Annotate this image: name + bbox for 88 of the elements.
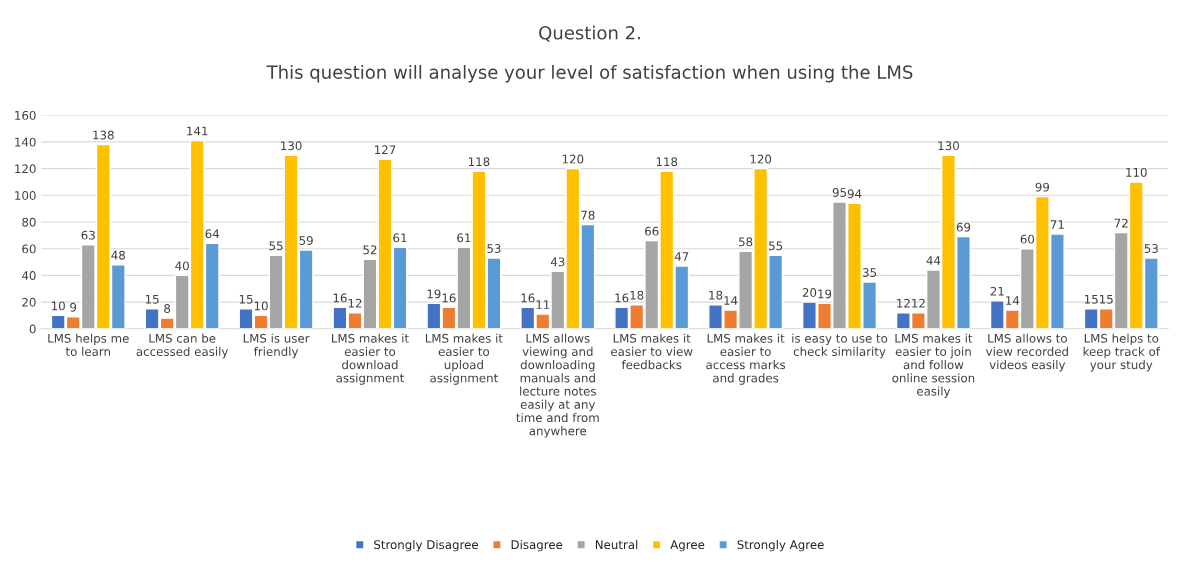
data-label: 55 [769,241,783,251]
data-label: 66 [645,226,659,236]
data-label: 118 [468,157,490,167]
data-label: 16 [615,293,629,303]
data-label: 15 [239,294,253,304]
data-label: 8 [164,304,171,314]
data-label: 78 [581,210,595,220]
data-label: 63 [81,230,95,240]
data-label: 141 [187,126,208,136]
data-label: 138 [93,130,114,140]
y-tick-label: 40 [21,271,36,281]
data-label: 18 [709,290,723,300]
data-label: 53 [487,244,501,253]
y-tick-label: 160 [15,110,36,120]
data-label: 43 [550,257,565,267]
data-label: 53 [1144,244,1158,253]
x-tick-label: LMS makes it easier to access marks and grades [706,333,786,385]
y-tick-label: 140 [15,137,36,147]
data-label: 130 [281,141,302,151]
data-label: 110 [1126,167,1147,177]
x-tick-label: LMS makes it easier to upload assignment [425,333,503,385]
y-tick-label: 80 [22,217,36,227]
data-label: 130 [938,141,959,151]
x-tick-label: LMS allows to view recorded videos easily [985,333,1068,372]
data-label: 64 [205,229,220,239]
data-label: 58 [739,237,753,247]
legend-label: Strongly Agree [737,539,824,552]
data-label: 19 [818,289,832,299]
data-label: 120 [750,154,772,164]
y-tick-label: 0 [29,324,36,334]
data-label: 59 [299,236,313,245]
data-label: 48 [111,250,126,260]
data-label: 12 [897,298,910,308]
y-tick-label: 100 [15,191,36,200]
data-label: 55 [269,241,283,251]
data-label: 95 [832,187,846,197]
data-label: 99 [1035,182,1050,192]
data-label: 16 [333,293,347,303]
data-label: 14 [724,296,738,305]
data-label: 94 [847,189,862,199]
x-tick-label: LMS allows viewing and downloading manuals and lecture notes easily at any time and from anywhere [516,333,599,438]
chart-subtitle: This question will analyse your level of satisfaction when using the LMS [266,64,913,83]
data-label: 20 [802,288,817,298]
data-label: 127 [375,145,396,155]
x-tick-label: LMS makes it easier to join and follow online session easily [892,333,975,398]
chart-title: Question 2. [539,25,640,42]
data-label: 71 [1050,220,1064,229]
legend-label: Disagree [511,539,563,552]
y-tick-label: 20 [22,297,36,307]
data-label: 44 [926,256,941,265]
data-label: 61 [393,233,407,243]
data-label: 15 [1084,294,1098,304]
data-label: 19 [427,289,441,299]
data-label: 60 [1020,234,1035,244]
x-tick-label: LMS can be accessed easily [136,333,229,359]
x-tick-label: LMS makes it easier to download assignment [332,333,409,385]
data-label: 69 [956,222,971,232]
data-label: 11 [536,300,550,309]
data-label: 12 [348,298,362,308]
x-tick-label: LMS helps to keep track of your study [1083,333,1161,372]
x-tick-label: is easy to use to check similarity [792,333,888,359]
data-label: 47 [674,252,689,261]
legend-label: Agree [670,540,705,552]
y-tick-label: 60 [22,244,36,254]
y-tick-label: 120 [15,164,36,174]
data-label: 12 [912,298,925,308]
data-label: 52 [363,245,377,255]
data-label: 18 [630,290,644,300]
data-label: 72 [1114,218,1128,228]
data-label: 16 [442,293,456,303]
data-label: 35 [862,268,877,277]
data-label: 10 [254,301,268,311]
data-label: 15 [1100,294,1113,304]
data-label: 61 [457,233,471,243]
data-label: 9 [70,302,77,312]
data-label: 21 [990,286,1004,296]
data-label: 40 [175,261,189,271]
legend-label: Neutral [595,539,638,550]
data-label: 118 [656,157,678,167]
legend-label: Strongly Disagree [374,539,478,552]
data-label: 16 [521,293,535,303]
x-tick-label: LMS makes it easier to view feedbacks [611,333,693,370]
data-label: 10 [51,301,65,311]
data-label: 14 [1006,296,1020,305]
x-tick-label: LMS is user friendly [243,333,310,359]
data-label: 15 [145,294,159,304]
data-label: 120 [562,154,584,164]
x-tick-label: LMS helps me to learn [48,333,129,356]
